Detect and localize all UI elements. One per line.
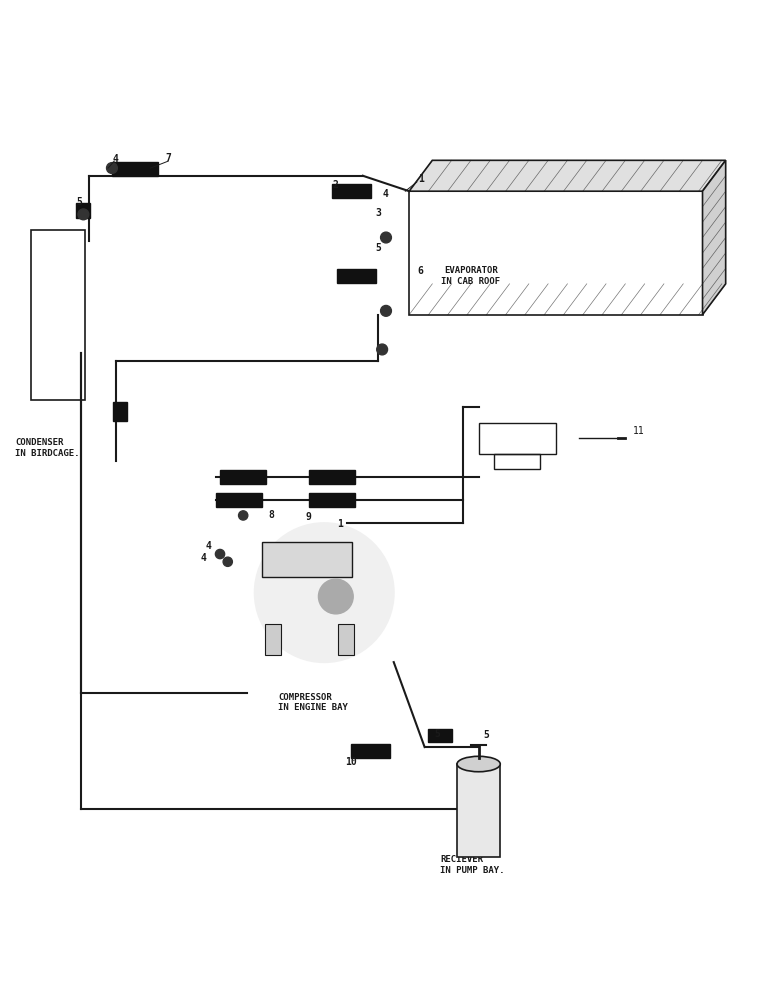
Bar [494,454,540,469]
Text: 5: 5 [435,729,441,739]
Polygon shape [337,269,376,283]
Circle shape [215,549,225,559]
Circle shape [318,579,354,614]
Text: RECIEVER
IN PUMP BAY.: RECIEVER IN PUMP BAY. [440,855,505,875]
Text: 5: 5 [375,243,381,253]
Text: 10: 10 [345,757,357,767]
Text: 1: 1 [418,174,424,184]
Circle shape [239,511,248,520]
Polygon shape [216,493,262,507]
Text: 4: 4 [200,553,206,563]
Bar [31,230,85,400]
Text: EVAPORATOR
IN CAB ROOF: EVAPORATOR IN CAB ROOF [442,266,500,286]
Polygon shape [112,162,158,176]
Text: 1: 1 [337,519,343,529]
Text: 5: 5 [76,197,83,207]
Polygon shape [309,493,355,507]
Circle shape [255,523,394,662]
Bar [409,191,703,315]
Circle shape [223,557,232,566]
Text: 4: 4 [383,189,389,199]
Text: 9: 9 [306,512,312,522]
Text: 11: 11 [633,426,645,436]
Circle shape [78,209,89,220]
Polygon shape [220,470,266,484]
Text: 3: 3 [375,208,381,218]
Text: 7: 7 [165,153,171,163]
Circle shape [381,305,391,316]
Bar [457,764,500,857]
Text: 4: 4 [113,154,119,164]
Polygon shape [351,744,390,758]
Polygon shape [428,729,452,742]
Bar [338,624,354,655]
Circle shape [381,232,391,243]
Polygon shape [113,402,127,421]
Ellipse shape [457,756,500,772]
Polygon shape [703,160,726,315]
Bar [479,423,556,454]
Polygon shape [332,184,371,198]
Circle shape [377,344,388,355]
Polygon shape [76,203,90,218]
Polygon shape [409,160,726,191]
Text: 2: 2 [333,180,339,190]
Polygon shape [309,470,355,484]
Text: 8: 8 [269,510,275,520]
Text: CONDENSER
IN BIRDCAGE.: CONDENSER IN BIRDCAGE. [15,438,80,458]
Text: COMPRESSOR
IN ENGINE BAY: COMPRESSOR IN ENGINE BAY [278,693,348,712]
Text: 4: 4 [205,541,212,551]
Bar [266,624,280,655]
Bar [262,542,352,577]
Circle shape [107,163,117,173]
Text: 5: 5 [483,730,489,740]
Text: 6: 6 [418,266,424,276]
